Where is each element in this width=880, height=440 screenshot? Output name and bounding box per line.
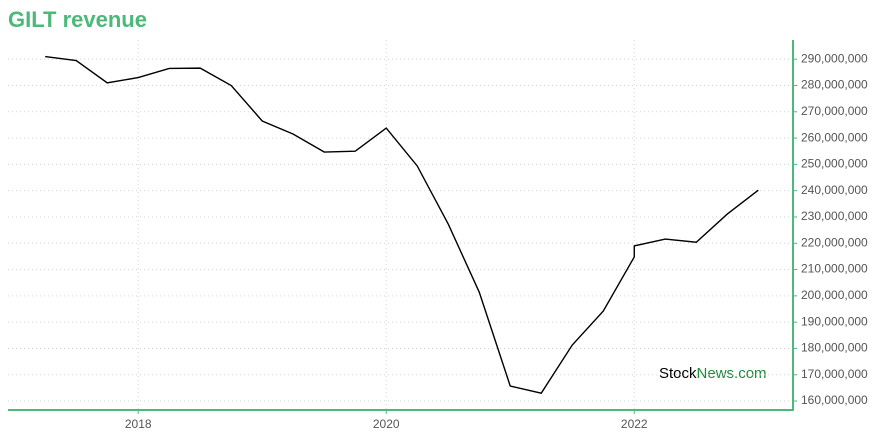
y-tick-label: 180,000,000: [801, 341, 868, 355]
y-tick-label: 220,000,000: [801, 235, 868, 249]
y-tick-label: 290,000,000: [801, 51, 868, 65]
y-tick-label: 230,000,000: [801, 209, 868, 223]
y-tick-label: 210,000,000: [801, 262, 868, 276]
y-tick-label: 200,000,000: [801, 288, 868, 302]
y-tick-label: 190,000,000: [801, 314, 868, 328]
y-tick-label: 260,000,000: [801, 130, 868, 144]
x-tick-label: 2020: [373, 417, 400, 431]
y-tick-label: 280,000,000: [801, 78, 868, 92]
y-tick-label: 240,000,000: [801, 183, 868, 197]
chart-title: GILT revenue: [8, 7, 147, 32]
y-tick-label: 250,000,000: [801, 157, 868, 171]
watermark-second: News.com: [697, 365, 767, 382]
line: [45, 55, 759, 394]
y-tick-label: 160,000,000: [801, 393, 868, 407]
watermark-first: Stock: [659, 365, 697, 382]
y-tick-label: 170,000,000: [801, 367, 868, 381]
x-tick-label: 2022: [621, 417, 648, 431]
x-tick-label: 2018: [125, 417, 152, 431]
y-tick-label: 270,000,000: [801, 104, 868, 118]
watermark: StockNews.com: [659, 365, 767, 382]
